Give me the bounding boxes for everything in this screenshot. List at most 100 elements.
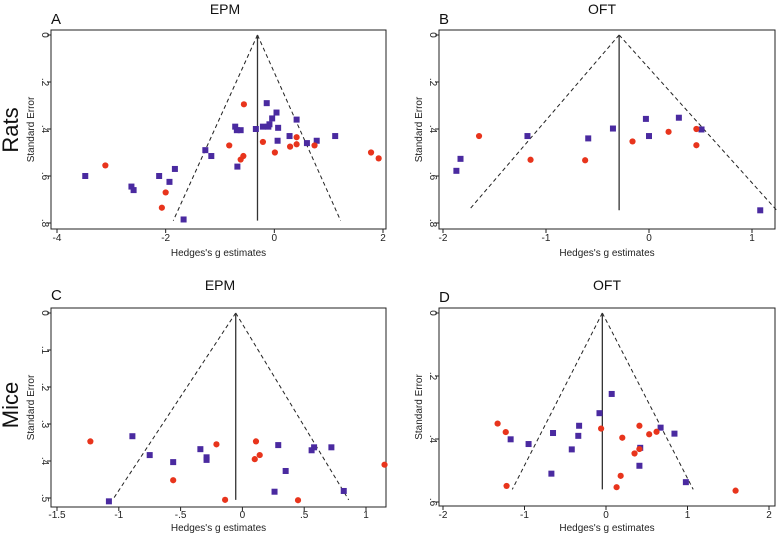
data-point-square bbox=[232, 123, 239, 130]
data-point-square bbox=[757, 207, 764, 214]
data-point-circle bbox=[636, 445, 643, 453]
y-axis-title: Standard Error bbox=[26, 374, 37, 440]
funnel-left-boundary bbox=[172, 34, 258, 221]
x-tick-label: -2 bbox=[439, 233, 448, 244]
data-point-circle bbox=[226, 142, 233, 149]
x-axis-title: Hedges's g estimates bbox=[171, 523, 266, 534]
data-point-circle bbox=[256, 451, 263, 459]
data-point-square bbox=[568, 446, 575, 453]
data-point-square bbox=[671, 430, 678, 437]
x-tick-label: -.5 bbox=[175, 510, 187, 521]
y-axis-title: Standard Error bbox=[414, 374, 425, 440]
panel-title: EPM bbox=[205, 277, 235, 293]
data-point-square bbox=[575, 432, 582, 439]
x-tick-label: 0 bbox=[240, 510, 246, 521]
data-point-circle bbox=[527, 156, 534, 163]
data-point-square bbox=[585, 135, 592, 142]
data-point-circle bbox=[271, 149, 278, 156]
funnel-right-boundary bbox=[257, 34, 342, 221]
y-tick-label: .4 bbox=[39, 125, 50, 134]
data-point-square bbox=[698, 126, 705, 133]
data-point-square bbox=[275, 442, 282, 449]
data-point-circle bbox=[237, 156, 244, 163]
data-point-square bbox=[166, 178, 173, 185]
plot-frame bbox=[438, 29, 776, 230]
x-axis-title: Hedges's g estimates bbox=[171, 248, 266, 259]
data-point-square bbox=[657, 424, 664, 431]
data-point-square bbox=[576, 422, 583, 429]
data-point-square bbox=[303, 140, 310, 147]
data-point-square bbox=[202, 147, 209, 154]
panel-b: OFT B -2 -1 0 1 Hedges's g estimates 0 .2 .4 .6 .8 S… bbox=[414, 1, 777, 259]
data-point-circle bbox=[170, 477, 177, 484]
data-point-square bbox=[180, 216, 187, 223]
y-tick-label: .2 bbox=[427, 78, 438, 87]
data-point-square bbox=[286, 133, 293, 140]
data-point-square bbox=[313, 137, 320, 144]
y-tick-label: 0 bbox=[427, 310, 438, 316]
plot-frame bbox=[50, 29, 387, 230]
funnel-right-boundary bbox=[618, 34, 777, 211]
x-tick-label: -2 bbox=[439, 510, 448, 521]
data-point-circle bbox=[598, 425, 605, 432]
data-point-circle bbox=[294, 497, 302, 504]
data-point-square bbox=[197, 446, 204, 453]
y-tick-label: 0 bbox=[39, 310, 50, 316]
y-tick-label: .6 bbox=[427, 498, 438, 507]
x-tick-label: 1 bbox=[685, 510, 691, 521]
data-point-square bbox=[453, 167, 460, 174]
data-point-circle bbox=[286, 143, 294, 150]
funnel-right-boundary bbox=[235, 312, 350, 501]
x-tick-label: 1 bbox=[749, 233, 755, 244]
data-point-circle bbox=[693, 125, 700, 133]
data-point-square bbox=[234, 163, 241, 170]
data-point-circle bbox=[646, 431, 653, 438]
data-point-circle bbox=[162, 189, 169, 196]
data-point-square bbox=[208, 153, 215, 160]
data-point-circle bbox=[502, 428, 509, 436]
data-point-square bbox=[642, 115, 649, 122]
y-tick-label: .2 bbox=[39, 78, 50, 87]
data-point-circle bbox=[158, 204, 165, 211]
y-tick-label: .5 bbox=[39, 494, 50, 503]
data-point-square bbox=[146, 452, 153, 459]
y-tick-label: 0 bbox=[427, 32, 438, 38]
data-point-square bbox=[259, 123, 266, 130]
data-point-circle bbox=[375, 155, 382, 162]
data-point-circle bbox=[251, 456, 258, 463]
x-axis-title: Hedges's g estimates bbox=[559, 248, 654, 259]
data-point-circle bbox=[636, 422, 643, 429]
data-point-square bbox=[340, 487, 347, 494]
panel-d: OFT D -2 -1 0 1 2 Hedges's g estimates 0 .2 .4 .6 St… bbox=[414, 277, 776, 534]
data-point-circle bbox=[252, 438, 260, 445]
data-point-circle bbox=[221, 496, 229, 503]
data-point-square bbox=[550, 430, 557, 437]
data-point-square bbox=[82, 173, 89, 179]
x-tick-label: .5 bbox=[300, 510, 309, 521]
data-point-circle bbox=[619, 434, 626, 441]
data-point-circle bbox=[582, 157, 589, 164]
row-label-rats: Rats bbox=[0, 107, 23, 152]
x-tick-label: 0 bbox=[272, 233, 278, 244]
x-tick-label: 0 bbox=[603, 510, 609, 521]
data-point-circle bbox=[293, 141, 300, 148]
data-point-square bbox=[675, 114, 682, 121]
data-point-square bbox=[608, 390, 615, 397]
data-point-square bbox=[252, 126, 259, 132]
y-tick-label: .4 bbox=[39, 457, 50, 466]
data-point-square bbox=[233, 127, 240, 134]
data-point-square bbox=[271, 488, 278, 495]
y-tick-label: .6 bbox=[39, 172, 50, 181]
data-point-square bbox=[525, 441, 532, 448]
data-point-circle bbox=[475, 132, 483, 140]
data-point-circle bbox=[613, 484, 620, 491]
data-point-square bbox=[328, 444, 335, 451]
data-point-square bbox=[311, 444, 318, 451]
funnel-right-boundary bbox=[601, 312, 694, 490]
y-tick-label: .8 bbox=[427, 219, 438, 228]
row-label-mice: Mice bbox=[0, 382, 23, 428]
funnel-left-boundary bbox=[511, 312, 603, 490]
data-point-circle bbox=[367, 149, 375, 156]
data-point-square bbox=[130, 187, 137, 194]
y-tick-label: 0 bbox=[39, 32, 50, 38]
